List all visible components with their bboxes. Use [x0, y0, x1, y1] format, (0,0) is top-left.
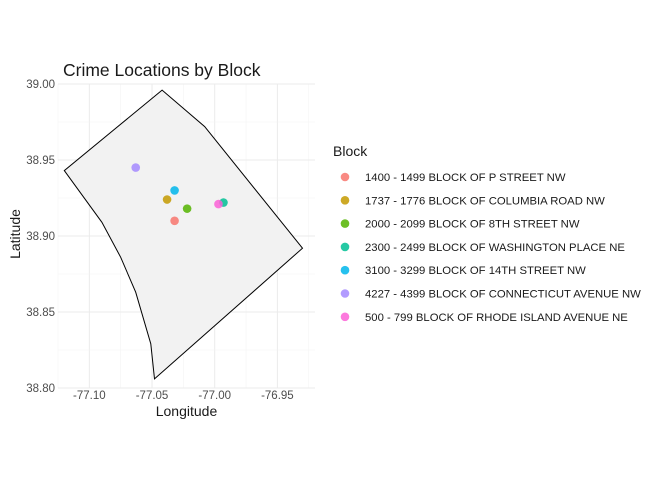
x-tick-label: -77.05: [136, 390, 169, 402]
legend-swatch: [340, 265, 350, 275]
chart-title: Crime Locations by Block: [63, 60, 261, 80]
legend-title: Block: [333, 143, 368, 159]
legend-label: 2300 - 2499 BLOCK OF WASHINGTON PLACE NE: [365, 242, 625, 254]
data-point: [170, 216, 179, 226]
data-point: [170, 186, 179, 195]
boundary-layer: [63, 89, 304, 380]
legend-item: 2300 - 2499 BLOCK OF WASHINGTON PLACE NE: [340, 242, 625, 254]
y-tick-label: 38.90: [26, 231, 55, 243]
legend-swatch: [340, 196, 350, 205]
legend-label: 1737 - 1776 BLOCK OF COLUMBIA ROAD NW: [365, 195, 605, 207]
legend-item: 4227 - 4399 BLOCK OF CONNECTICUT AVENUE …: [340, 289, 641, 301]
x-tick-label: -77.00: [198, 390, 231, 402]
legend-label: 4227 - 4399 BLOCK OF CONNECTICUT AVENUE …: [365, 289, 641, 301]
x-axis: -77.10 -77.05 -77.00 -76.95: [73, 390, 294, 402]
legend-swatch: [340, 219, 350, 228]
x-axis-title: Longitude: [156, 403, 218, 419]
x-tick-label: -77.10: [73, 390, 106, 402]
legend-swatch: [340, 312, 350, 322]
points-layer: [131, 163, 228, 226]
legend-item: 3100 - 3299 BLOCK OF 14TH STREET NW: [340, 265, 586, 277]
y-axis: 38.80 38.85 38.90 38.95 39.00: [26, 79, 55, 395]
legend: Block 1400 - 1499 BLOCK OF P STREET NW 17…: [333, 143, 641, 324]
legend-label: 500 - 799 BLOCK OF RHODE ISLAND AVENUE N…: [365, 312, 628, 324]
data-point: [214, 199, 223, 209]
legend-items: 1400 - 1499 BLOCK OF P STREET NW 1737 - 1…: [340, 172, 641, 324]
legend-item: 2000 - 2099 BLOCK OF 8TH STREET NW: [340, 219, 580, 231]
y-tick-label: 38.80: [26, 383, 55, 395]
data-point: [131, 163, 141, 172]
data-point: [162, 195, 172, 204]
legend-swatch: [340, 172, 350, 182]
legend-item: 1400 - 1499 BLOCK OF P STREET NW: [340, 172, 566, 184]
legend-item: 1737 - 1776 BLOCK OF COLUMBIA ROAD NW: [340, 195, 605, 207]
boundary-polygon: [63, 89, 304, 380]
legend-item: 500 - 799 BLOCK OF RHODE ISLAND AVENUE N…: [340, 312, 628, 324]
legend-label: 3100 - 3299 BLOCK OF 14TH STREET NW: [365, 265, 586, 277]
y-tick-label: 38.95: [26, 155, 55, 167]
legend-label: 1400 - 1499 BLOCK OF P STREET NW: [365, 172, 566, 184]
y-axis-title: Latitude: [7, 209, 23, 259]
legend-swatch: [340, 289, 350, 298]
y-tick-label: 38.85: [26, 307, 55, 319]
x-tick-label: -76.95: [261, 390, 294, 402]
data-point: [182, 204, 192, 213]
y-tick-label: 39.00: [26, 79, 55, 91]
legend-label: 2000 - 2099 BLOCK OF 8TH STREET NW: [365, 219, 580, 231]
legend-swatch: [340, 242, 350, 252]
